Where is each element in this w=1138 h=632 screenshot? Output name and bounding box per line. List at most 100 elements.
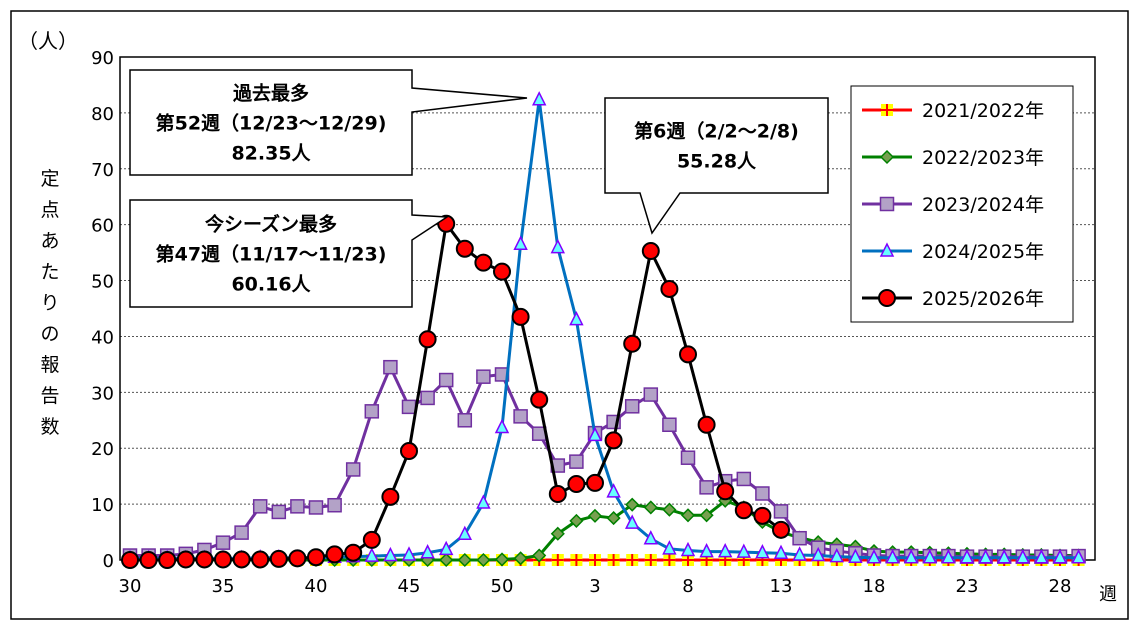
y-tick-label: 90 [91,48,114,69]
data-point-4 [307,548,325,567]
data-point-1 [476,552,491,568]
data-point-3 [531,91,547,106]
data-point-3 [885,549,900,564]
legend-marker [879,149,895,165]
data-point-1 [494,552,510,567]
data-point-4 [158,551,177,569]
data-point-3 [755,544,770,559]
data-point-3 [401,546,417,561]
data-point-2 [736,471,752,487]
data-point-1 [569,513,584,528]
data-point-3 [922,549,938,564]
data-point-4 [214,550,232,569]
data-point-2 [662,417,677,432]
data-point-4 [474,253,493,272]
x-tick-label: 50 [491,576,514,597]
data-point-2 [401,399,417,415]
annotation-callout [129,199,450,308]
y-axis-label-char: あ [40,230,59,252]
data-point-3 [569,311,584,326]
data-point-2 [327,497,342,513]
annotation-text: 60.16人 [231,274,311,296]
data-point-2 [383,359,398,375]
data-point-1 [699,508,714,523]
annotation-text: 55.28人 [677,151,757,173]
data-point-2 [792,530,807,546]
data-point-1 [606,511,621,526]
data-point-2 [215,535,231,550]
data-point-4 [753,506,772,525]
data-point-3 [494,418,510,434]
data-point-3 [941,549,956,564]
data-point-1 [457,552,472,568]
annotation-text: 過去最多 [233,82,309,105]
data-point-4 [288,549,307,568]
legend-label: 2025/2026年 [922,288,1044,310]
legend-label: 2022/2023年 [922,147,1044,169]
data-point-0 [551,554,564,566]
data-point-3 [513,235,528,250]
data-point-2 [773,504,789,519]
legend-marker [881,104,893,116]
legend-marker [878,289,896,307]
x-tick-label: 28 [1049,576,1072,597]
data-point-2 [438,372,454,388]
y-tick-label: 70 [91,160,114,181]
data-point-4 [195,550,214,569]
data-point-4 [511,307,530,326]
data-point-1 [550,526,565,541]
y-axis-label-char: 報 [40,354,59,376]
x-tick-label: 18 [863,576,886,597]
data-point-2 [345,462,361,477]
data-point-3 [662,540,677,555]
annotation-text: 第52週（12/23〜12/29) [156,112,387,135]
y-axis-label-char: た [40,261,59,283]
legend-label: 2024/2025年 [922,241,1044,263]
data-point-1 [587,508,603,523]
data-point-3 [996,549,1012,564]
x-tick-label: 13 [770,576,793,597]
data-point-4 [176,550,195,569]
annotation-text: 82.35人 [231,143,311,165]
data-point-3 [1015,549,1031,564]
data-point-3 [717,542,733,558]
data-point-4 [641,242,660,261]
y-axis-label-char: り [40,292,59,314]
data-point-4 [362,530,381,549]
y-unit-label: （人） [18,29,78,53]
data-point-4 [121,551,139,569]
legend-label: 2023/2024年 [922,194,1044,216]
data-point-2 [308,500,324,515]
data-point-0 [663,554,676,566]
annotation-text: 第47週（11/17〜11/23) [156,243,387,266]
y-axis-label-char: 定 [40,168,59,190]
y-tick-label: 20 [91,439,114,460]
data-point-4 [772,520,790,539]
x-tick-label: 45 [398,576,421,597]
data-point-3 [680,541,696,557]
data-point-3 [587,426,603,442]
data-point-3 [364,547,380,562]
x-tick-label: 35 [212,576,235,597]
data-point-1 [680,508,696,523]
data-point-4 [530,390,549,409]
y-tick-label: 0 [103,551,114,572]
data-point-2 [290,499,305,514]
data-point-0 [589,554,601,566]
data-point-2 [234,525,249,540]
series-line-2 [130,363,1079,559]
data-point-4 [586,473,604,492]
y-axis-label-char: 告 [40,385,59,407]
data-point-2 [680,450,696,465]
data-point-4 [381,487,400,506]
y-tick-label: 80 [91,104,114,125]
data-point-4 [269,549,288,568]
data-point-0 [626,554,639,566]
data-point-4 [232,550,251,569]
data-point-3 [457,525,473,541]
data-point-4 [604,431,623,450]
y-tick-label: 50 [91,272,114,293]
y-tick-label: 30 [91,383,114,404]
x-tick-label: 8 [682,576,693,597]
